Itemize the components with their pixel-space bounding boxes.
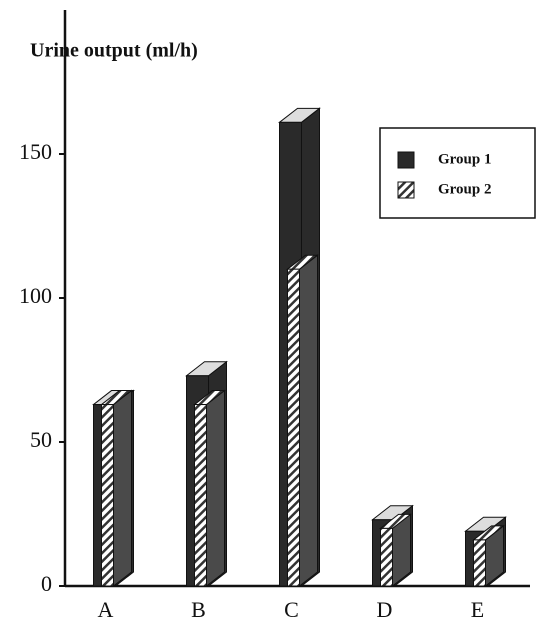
x-tick-label: D <box>377 597 393 622</box>
bar-side <box>206 389 225 588</box>
bar-front <box>380 527 393 587</box>
y-axis-label: Urine output (ml/h) <box>30 40 198 62</box>
y-tick-label: 100 <box>19 283 52 308</box>
bar-side <box>113 389 132 588</box>
x-tick-label: B <box>191 597 206 622</box>
bar-front <box>194 404 207 587</box>
legend-swatch <box>397 151 415 169</box>
bar-front <box>287 268 300 587</box>
y-tick-label: 50 <box>30 427 52 452</box>
legend-swatch <box>397 181 415 199</box>
bar <box>193 389 226 588</box>
bar-front <box>101 404 114 587</box>
bar <box>379 513 412 588</box>
y-tick-label: 0 <box>41 571 52 596</box>
x-tick-label: A <box>98 597 114 622</box>
legend <box>379 127 536 219</box>
x-tick-label: C <box>284 597 299 622</box>
bar-side <box>299 254 318 588</box>
x-tick-label: E <box>471 597 484 622</box>
bar <box>286 254 319 588</box>
bar <box>100 389 133 588</box>
y-tick-label: 150 <box>19 139 52 164</box>
bar-front <box>473 539 486 587</box>
legend-label: Group 1 <box>438 151 492 167</box>
legend-label: Group 2 <box>438 181 492 197</box>
bar <box>472 524 505 588</box>
